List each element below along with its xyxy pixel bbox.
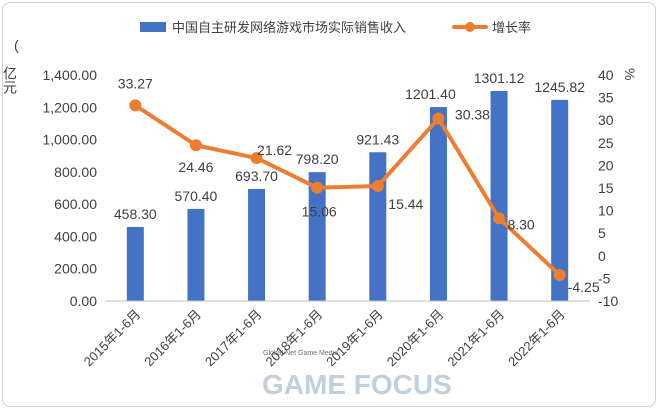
x-category-label: 2018年1-6月 [263,307,326,370]
line-data-label: 24.46 [178,159,213,175]
right-tick-label: 20 [598,157,614,173]
x-category-label: 2022年1-6月 [505,307,568,370]
left-axis-title: ( [14,37,19,53]
legend-line-marker [465,22,475,32]
line-data-label: 21.62 [257,142,292,158]
bar-data-label: 798.20 [296,151,339,167]
bar [308,172,326,301]
growth-rate-marker [129,99,142,112]
growth-rate-marker [311,181,324,194]
growth-rate-marker [493,212,506,225]
growth-rate-marker [371,180,384,193]
left-tick-label: 0.00 [70,293,97,309]
left-tick-label: 600.00 [54,196,97,212]
line-data-label: 33.27 [118,75,153,91]
bar-data-label: 1201.40 [405,86,456,102]
line-data-label: 15.06 [302,204,337,220]
bar [187,208,205,301]
bar [248,189,266,301]
right-tick-label: -10 [598,293,618,309]
right-tick-label: 0 [598,248,606,264]
right-tick-label: 5 [598,225,606,241]
line-series [129,99,566,282]
line-data-label: 30.38 [455,106,490,122]
legend-bar-label: 中国自主研发网络游戏市场实际销售收入 [172,20,406,35]
growth-rate-marker [250,152,263,165]
line-data-label: 8.30 [507,216,534,232]
bar-data-label: 1301.12 [474,70,525,86]
left-tick-label: 800.00 [54,164,97,180]
x-category-label: 2015年1-6月 [81,307,144,370]
x-category-label: 2021年1-6月 [444,307,507,370]
x-category-label: 2020年1-6月 [384,307,447,370]
bar [126,227,144,301]
left-tick-label: 1,000.00 [43,132,98,148]
watermark: Global Net Game Media GAME FOCUS [262,350,452,400]
right-tick-label: 35 [598,90,614,106]
growth-rate-marker [189,139,202,152]
legend-line-label: 增长率 [492,20,531,35]
right-axis-title-text: % [622,68,638,80]
growth-rate-marker [553,269,566,282]
x-axis-labels: 2015年1-6月2016年1-6月2017年1-6月2018年1-6月2019… [81,307,568,370]
bar-data-label: 1245.82 [534,79,585,95]
growth-rate-marker [432,112,445,125]
right-tick-label: -5 [598,270,611,286]
bar-data-label: 693.70 [235,168,278,184]
line-data-label: 15.44 [388,196,423,212]
right-tick-label: 10 [598,203,614,219]
left-tick-label: 200.00 [54,261,97,277]
right-tick-label: 40 [598,67,614,83]
bar-series: 458.30 570.40 693.70 798.20 921.43 1201.40 130… [114,70,585,301]
right-tick-label: 25 [598,135,614,151]
left-axis-title-text: 亿元 [2,66,18,95]
watermark-big: GAME FOCUS [262,369,452,400]
watermark-small: Global Net Game Media [263,350,338,357]
bar [429,107,447,301]
line-data-labels: 33.27 24.46 21.62 15.06 15.44 30.38 8.30 -4.25 [118,75,600,295]
right-tick-label: 30 [598,112,614,128]
bar-data-label: 458.30 [114,206,157,222]
x-category-label: 2019年1-6月 [323,307,386,370]
right-tick-label: 15 [598,180,614,196]
legend-bar-swatch [140,22,166,32]
left-tick-label: 400.00 [54,228,97,244]
right-axis-ticks: -10 -5 0 5 10 15 20 25 30 35 40 [598,67,618,309]
chart-frame [2,2,656,407]
svg-text:(: ( [14,37,19,53]
bar [490,90,508,301]
left-axis-ticks: 0.00 200.00 400.00 600.00 800.00 1,000.00 1,20… [43,67,98,309]
line-data-label: -4.25 [568,279,600,295]
bar [369,152,387,301]
bar-data-label: 921.43 [356,131,399,147]
growth-rate-line [133,103,562,278]
left-tick-label: 1,400.00 [43,67,98,83]
x-category-label: 2017年1-6月 [202,307,265,370]
x-category-label: 2016年1-6月 [141,307,204,370]
left-tick-label: 1,200.00 [43,99,98,115]
bar-data-label: 570.40 [175,188,218,204]
bar [551,99,569,301]
legend: 中国自主研发网络游戏市场实际销售收入 增长率 [140,20,531,35]
